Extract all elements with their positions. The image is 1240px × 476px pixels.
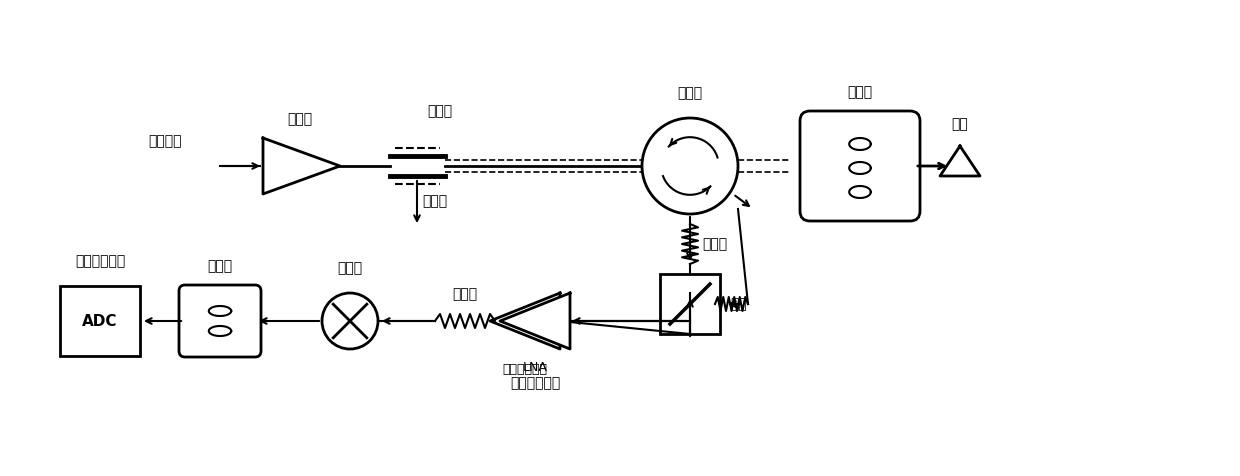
Text: 放大器: 放大器 xyxy=(288,112,312,126)
Text: LNA: LNA xyxy=(522,361,547,374)
Text: 开关: 开关 xyxy=(730,297,746,311)
Bar xyxy=(60,286,140,356)
Polygon shape xyxy=(500,293,570,349)
Text: 滤波器: 滤波器 xyxy=(847,85,873,99)
Polygon shape xyxy=(263,138,340,194)
FancyBboxPatch shape xyxy=(800,111,920,221)
Text: 衰减器: 衰减器 xyxy=(422,194,448,208)
Text: ADC: ADC xyxy=(82,314,118,328)
Text: 天线: 天线 xyxy=(951,117,968,131)
Bar xyxy=(660,274,720,334)
Text: 滤波器: 滤波器 xyxy=(207,259,233,273)
Text: 环形器: 环形器 xyxy=(677,86,703,100)
Text: 输入信号: 输入信号 xyxy=(149,134,182,148)
Text: 耦合器: 耦合器 xyxy=(428,104,453,118)
Polygon shape xyxy=(490,293,560,349)
Text: 衰减器: 衰减器 xyxy=(702,237,727,251)
Text: 低噪声放大器: 低噪声放大器 xyxy=(502,363,548,376)
Text: 混频器: 混频器 xyxy=(337,261,362,275)
Text: 模数转换器器: 模数转换器器 xyxy=(74,254,125,268)
Text: 低噪声放大器: 低噪声放大器 xyxy=(510,376,560,390)
FancyBboxPatch shape xyxy=(179,285,260,357)
Text: 衰减器: 衰减器 xyxy=(453,287,477,301)
